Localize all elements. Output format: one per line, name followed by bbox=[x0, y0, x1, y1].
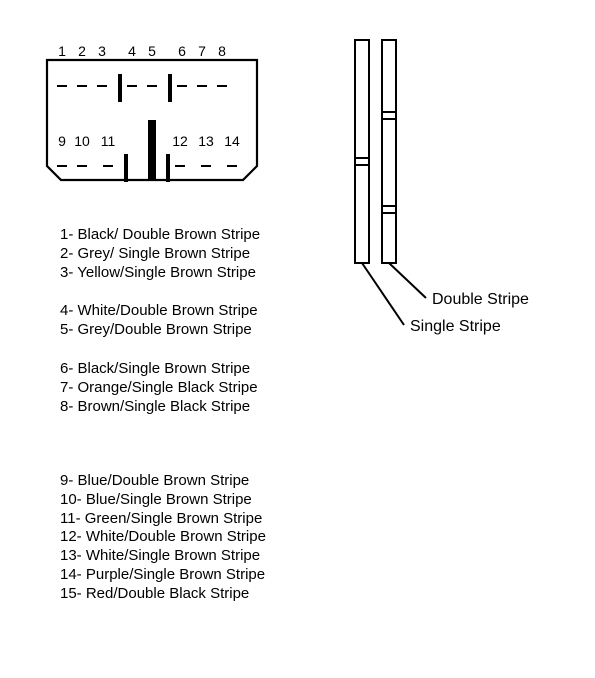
leader-line bbox=[389, 263, 426, 298]
pin-number: 6 bbox=[178, 43, 186, 59]
double-stripe-bar bbox=[382, 40, 396, 263]
legend-group: 1- Black/ Double Brown Stripe2- Grey/ Si… bbox=[60, 226, 260, 282]
legend-item: 6- Black/Single Brown Stripe bbox=[60, 360, 258, 379]
pin-number: 8 bbox=[218, 43, 226, 59]
pin-number: 9 bbox=[58, 133, 66, 149]
double-stripe-label: Double Stripe bbox=[432, 291, 529, 308]
legend-item: 4- White/Double Brown Stripe bbox=[60, 302, 258, 321]
legend-item: 8- Brown/Single Black Stripe bbox=[60, 398, 258, 417]
legend-group: 9- Blue/Double Brown Stripe10- Blue/Sing… bbox=[60, 472, 266, 603]
legend-item: 14- Purple/Single Brown Stripe bbox=[60, 566, 266, 585]
pin-number: 11 bbox=[101, 133, 116, 149]
legend-item: 11- Green/Single Brown Stripe bbox=[60, 510, 266, 529]
pin-number: 2 bbox=[78, 43, 86, 59]
legend-item: 9- Blue/Double Brown Stripe bbox=[60, 472, 266, 491]
pin-number: 1 bbox=[58, 43, 66, 59]
legend-item: 15- Red/Double Black Stripe bbox=[60, 585, 266, 604]
legend-item: 3- Yellow/Single Brown Stripe bbox=[60, 264, 260, 283]
divider-bar bbox=[118, 74, 122, 102]
pin-number: 4 bbox=[128, 43, 136, 59]
legend-item: 7- Orange/Single Black Stripe bbox=[60, 379, 258, 398]
divider-bar bbox=[168, 74, 172, 102]
single-stripe-label: Single Stripe bbox=[410, 318, 501, 335]
pin-number: 7 bbox=[198, 43, 206, 59]
divider-bar bbox=[124, 154, 128, 182]
center-divider bbox=[148, 120, 156, 180]
legend-item: 13- White/Single Brown Stripe bbox=[60, 547, 266, 566]
pin-number: 5 bbox=[148, 43, 156, 59]
pin-number: 13 bbox=[198, 133, 214, 149]
pin-number: 3 bbox=[98, 43, 106, 59]
pin-number: 12 bbox=[172, 133, 188, 149]
legend-item: 10- Blue/Single Brown Stripe bbox=[60, 491, 266, 510]
divider-bar bbox=[166, 154, 170, 182]
pin-number: 14 bbox=[224, 133, 240, 149]
pin-number: 10 bbox=[74, 133, 90, 149]
legend-item: 2- Grey/ Single Brown Stripe bbox=[60, 245, 260, 264]
legend-group: 6- Black/Single Brown Stripe7- Orange/Si… bbox=[60, 360, 258, 416]
legend-item: 1- Black/ Double Brown Stripe bbox=[60, 226, 260, 245]
legend-item: 12- White/Double Brown Stripe bbox=[60, 528, 266, 547]
legend-item: 5- Grey/Double Brown Stripe bbox=[60, 321, 258, 340]
single-stripe-bar bbox=[355, 40, 369, 263]
legend-group: 4- White/Double Brown Stripe5- Grey/Doub… bbox=[60, 302, 258, 340]
